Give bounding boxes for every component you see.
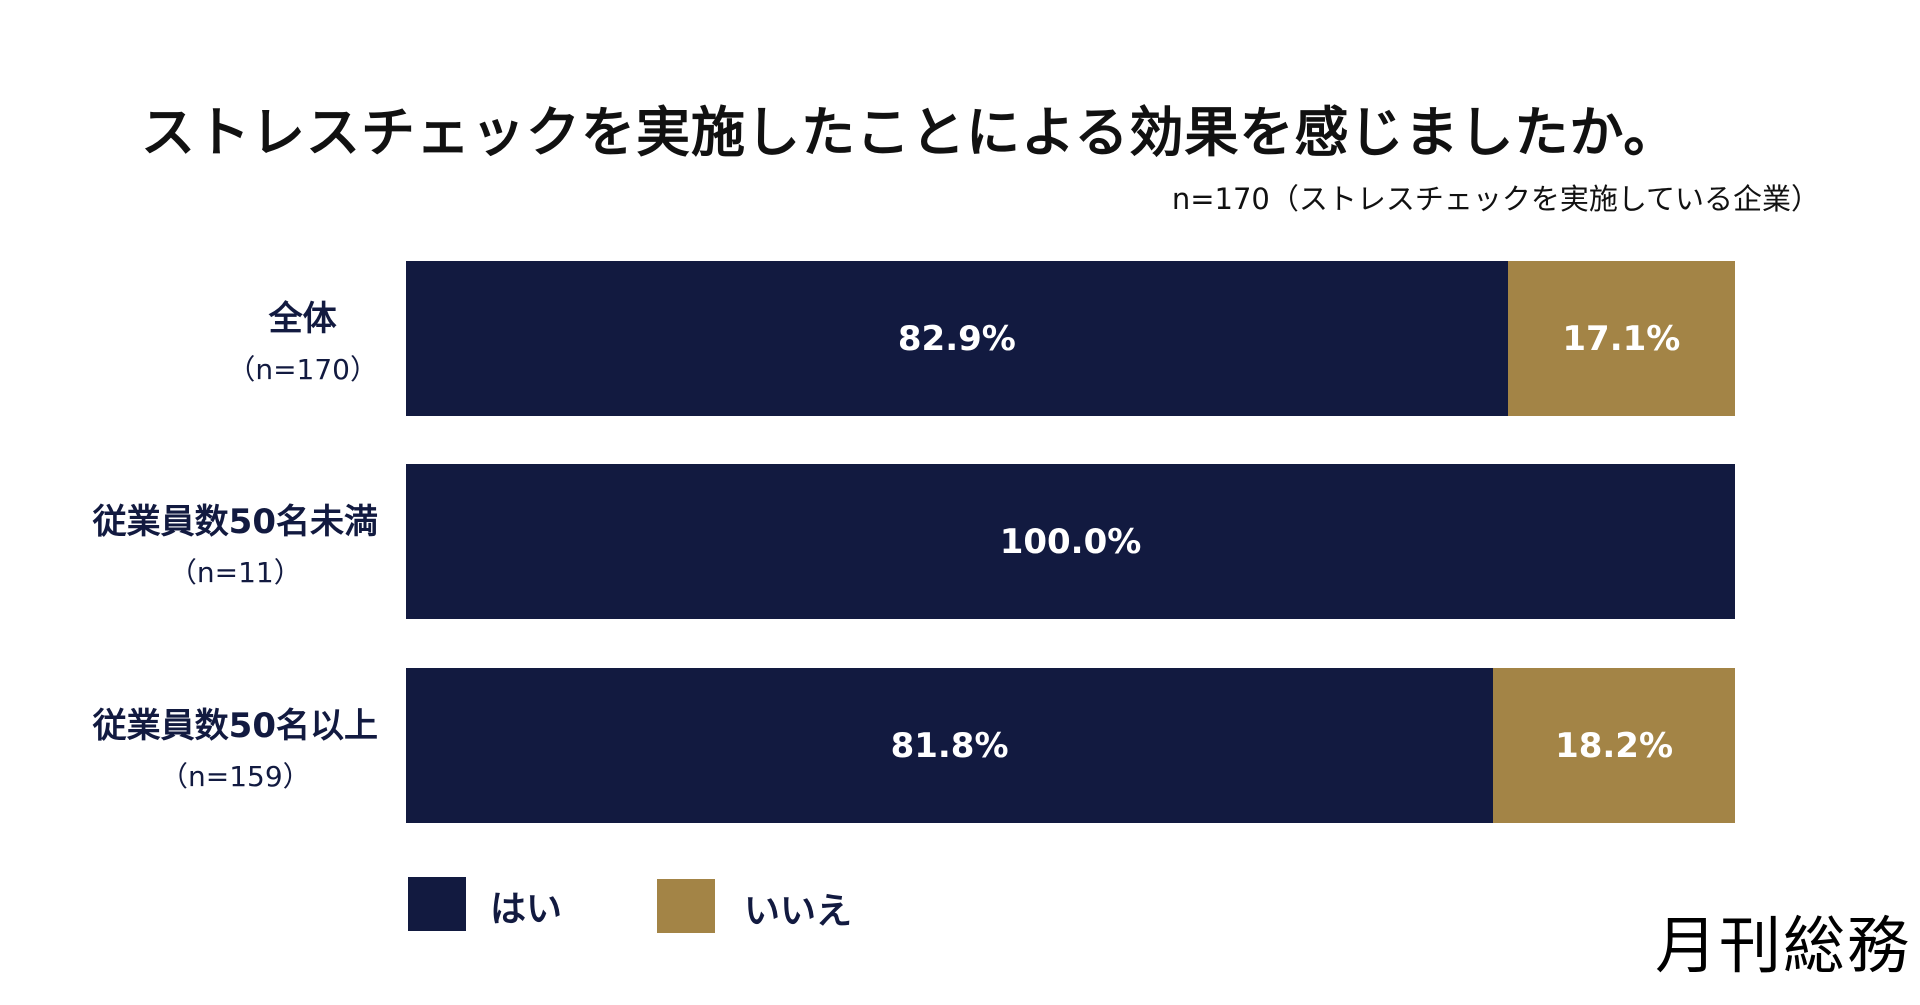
chart-subtitle: n=170（ストレスチェックを実施している企業） xyxy=(1171,182,1820,216)
legend-swatch-no xyxy=(657,879,715,933)
category-label: 従業員数50名以上 （n=159） xyxy=(93,698,378,795)
bar-segment-no: 17.1% xyxy=(1507,261,1735,416)
category-name: 全体 xyxy=(268,299,337,339)
legend-label-no: いいえ xyxy=(744,891,853,932)
category-label: 全体 （n=170） xyxy=(227,291,378,388)
bar-row: 81.8% 18.2% xyxy=(406,668,1735,823)
category-name: 従業員数50名以上 xyxy=(92,706,378,746)
legend-swatch-yes xyxy=(408,877,466,931)
bar-row: 82.9% 17.1% xyxy=(406,261,1735,416)
category-name: 従業員数50名未満 xyxy=(92,502,378,542)
category-n: （n=170） xyxy=(227,353,378,386)
bar-row: 100.0% xyxy=(406,464,1735,619)
data-label: 17.1% xyxy=(1562,318,1681,359)
chart-title: ストレスチェックを実施したことによる効果を感じましたか。 xyxy=(141,101,1679,164)
bar-segment-no: 18.2% xyxy=(1493,668,1735,823)
bar-segment-yes: 100.0% xyxy=(406,464,1735,619)
category-n: （n=159） xyxy=(160,760,311,793)
legend-label-yes: はい xyxy=(490,889,563,930)
category-label: 従業員数50名未満 （n=11） xyxy=(93,494,378,591)
data-label: 18.2% xyxy=(1555,725,1674,766)
category-n: （n=11） xyxy=(168,556,302,589)
data-label: 82.9% xyxy=(897,318,1016,359)
bar-segment-yes: 82.9% xyxy=(406,261,1508,416)
data-label: 81.8% xyxy=(890,725,1009,766)
brand-logo: 月刊総務 xyxy=(1655,909,1912,982)
bar-segment-yes: 81.8% xyxy=(406,668,1494,823)
data-label: 100.0% xyxy=(999,521,1142,562)
